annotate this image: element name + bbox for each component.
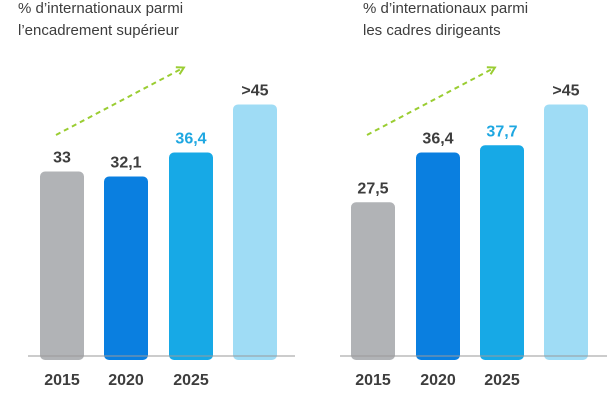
trend-arrow-icon xyxy=(366,68,494,136)
trend-arrow-icon xyxy=(55,68,183,136)
data-label: 36,4 xyxy=(422,131,453,148)
x-tick-label: 2015 xyxy=(44,372,80,389)
data-label: >45 xyxy=(241,82,268,99)
bar xyxy=(40,171,84,360)
x-tick-label: 2015 xyxy=(355,372,391,389)
data-label: 33 xyxy=(53,150,71,167)
data-label: 36,4 xyxy=(175,131,206,148)
data-label: 32,1 xyxy=(110,155,141,172)
x-tick-label: 2020 xyxy=(420,372,456,389)
bar xyxy=(544,104,588,360)
bar xyxy=(233,104,277,360)
chart-title-line: % d’internationaux parmi xyxy=(18,0,183,17)
data-label: 37,7 xyxy=(486,123,517,140)
chart-title-line: % d’internationaux parmi xyxy=(363,0,528,17)
x-tick-label: 2020 xyxy=(108,372,144,389)
data-label: 27,5 xyxy=(357,180,388,197)
chart-title-line: les cadres dirigeants xyxy=(363,22,501,39)
data-label: >45 xyxy=(552,82,579,99)
chart-title-line: l’encadrement supérieur xyxy=(18,22,179,39)
chart-panel-2: % d’internationaux parmi les cadres dirig… xyxy=(340,0,607,389)
bar xyxy=(169,152,213,360)
bar xyxy=(351,202,395,360)
chart-panel-1: % d’internationaux parmi l’encadrement su… xyxy=(18,0,295,389)
x-tick-label: 2025 xyxy=(484,372,520,389)
bar xyxy=(480,145,524,360)
bar xyxy=(416,152,460,360)
x-tick-label: 2025 xyxy=(173,372,209,389)
bar xyxy=(104,176,148,360)
